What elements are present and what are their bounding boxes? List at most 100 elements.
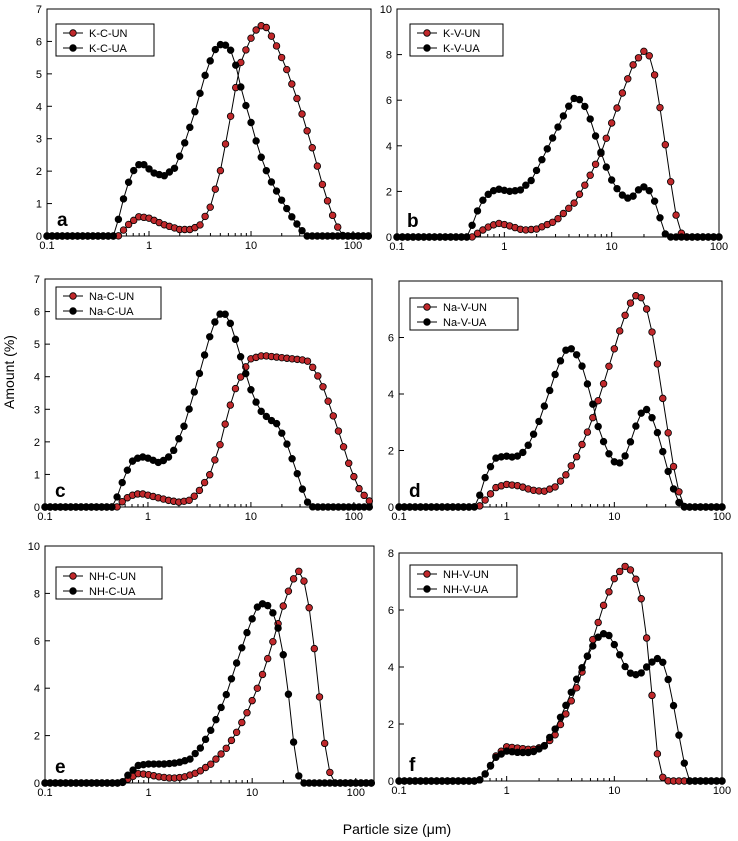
- data-point: [559, 112, 568, 120]
- data-point: [326, 768, 334, 777]
- data-point: [476, 491, 484, 499]
- data-point: [626, 566, 635, 574]
- data-point: [319, 383, 327, 391]
- series-Na-V-UA: [395, 345, 726, 511]
- data-point: [211, 318, 219, 326]
- data-point: [648, 328, 656, 336]
- data-point: [227, 675, 236, 683]
- data-point: [546, 733, 554, 742]
- data-point: [659, 394, 667, 403]
- data-point: [227, 736, 236, 745]
- panel-letter: a: [57, 210, 68, 231]
- data-point: [607, 176, 616, 184]
- data-point: [277, 196, 286, 204]
- data-point: [680, 759, 689, 767]
- x-tick-label: 100: [345, 511, 363, 523]
- x-tick-label: 0.1: [391, 785, 406, 797]
- data-point: [289, 738, 298, 746]
- data-point: [605, 588, 613, 596]
- data-point: [632, 575, 640, 583]
- y-tick-label: 4: [34, 372, 40, 384]
- x-tick-label: 100: [713, 785, 731, 797]
- x-tick-label: 10: [246, 787, 258, 799]
- legend: NH-C-UN NH-C-UA: [55, 566, 163, 600]
- y-tick-label: 4: [36, 101, 42, 113]
- data-point: [191, 108, 199, 116]
- data-point: [527, 176, 535, 185]
- data-point: [226, 319, 235, 328]
- data-point: [267, 178, 276, 186]
- y-tick-label: 1: [36, 199, 42, 211]
- data-point: [667, 177, 675, 186]
- data-point: [217, 703, 225, 712]
- data-point: [278, 429, 286, 437]
- data-point: [572, 351, 581, 359]
- data-point: [637, 293, 645, 302]
- data-point: [554, 123, 562, 131]
- data-point: [367, 779, 375, 787]
- data-point: [468, 221, 476, 229]
- data-point: [481, 496, 489, 504]
- data-point: [578, 362, 586, 370]
- data-point: [664, 467, 672, 476]
- data-point: [618, 89, 627, 97]
- data-point: [532, 166, 541, 175]
- legend: K-V-UN K-V-UA: [409, 23, 504, 57]
- data-point: [626, 438, 635, 446]
- x-tick-label: 1: [146, 787, 152, 799]
- data-point: [591, 132, 600, 140]
- data-point: [634, 54, 643, 62]
- data-point: [718, 503, 726, 511]
- data-point: [185, 496, 193, 505]
- plot-frame: [44, 278, 373, 508]
- data-point: [554, 214, 562, 223]
- data-point: [226, 46, 235, 54]
- data-point: [581, 181, 589, 189]
- data-point: [258, 670, 267, 679]
- data-point: [613, 104, 621, 112]
- series-K-V-UN: [393, 47, 723, 241]
- data-point: [181, 139, 189, 147]
- x-tick-label: 100: [347, 787, 365, 799]
- data-point: [546, 386, 554, 395]
- data-point: [238, 644, 246, 652]
- x-tick-label: 10: [245, 511, 257, 523]
- data-point: [621, 452, 629, 460]
- data-point: [616, 327, 624, 335]
- data-point: [605, 362, 613, 370]
- data-point: [715, 233, 723, 241]
- legend-marker: [423, 44, 431, 52]
- data-point: [324, 397, 332, 405]
- data-point: [659, 773, 667, 781]
- data-point: [175, 435, 183, 443]
- data-point: [222, 744, 230, 752]
- data-point: [616, 459, 624, 467]
- data-point: [637, 669, 645, 677]
- legend-marker: [69, 587, 77, 595]
- data-point: [586, 115, 594, 123]
- data-point: [272, 419, 281, 428]
- data-point: [267, 32, 276, 40]
- panel-a: 0.1 1 10 100 0 1 2 3 4 5 6 7 K-C-UN K-C-UA a: [36, 4, 373, 252]
- data-point: [272, 187, 281, 195]
- data-point: [119, 195, 128, 203]
- x-tick-label: 1: [145, 511, 151, 523]
- data-point: [289, 575, 298, 583]
- data-point: [486, 463, 495, 471]
- data-point: [328, 211, 337, 220]
- data-point: [221, 310, 229, 318]
- data-point: [648, 658, 656, 666]
- data-point: [160, 172, 169, 180]
- data-point: [303, 127, 311, 135]
- x-axis-title: Particle size (μm): [343, 821, 451, 837]
- data-point: [481, 473, 489, 482]
- data-point: [118, 478, 126, 487]
- data-point: [567, 345, 575, 353]
- data-point: [645, 52, 653, 60]
- legend-marker: [69, 44, 77, 52]
- data-point: [170, 164, 179, 172]
- data-point: [642, 634, 651, 642]
- data-point: [248, 615, 256, 623]
- data-point: [130, 216, 138, 225]
- panel-f: 0.1 1 10 100 0 2 4 6 8 NH-V-UN NH-V-UA f: [388, 548, 731, 797]
